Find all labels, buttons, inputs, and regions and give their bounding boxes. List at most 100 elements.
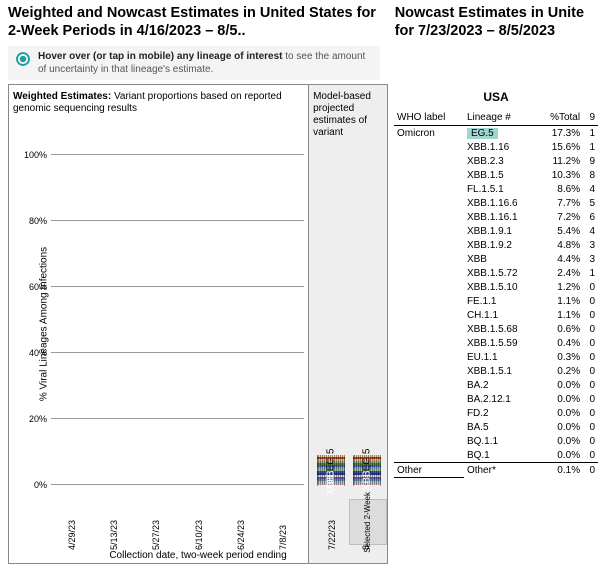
lineage-cell: XBB.1.5.10	[464, 280, 537, 294]
lineage-cell: EU.1.1	[464, 350, 537, 364]
ci-cell: 0	[583, 406, 598, 420]
ci-cell: 9	[583, 154, 598, 168]
stacked-bar[interactable]: XBB.1.5 EG.5	[353, 455, 381, 485]
pct-cell: 1.2%	[537, 280, 583, 294]
y-tick: 0%	[34, 480, 47, 490]
pct-cell: 0.4%	[537, 336, 583, 350]
x-tick-label: 7/22/23	[327, 530, 337, 550]
ci-cell: 3	[583, 252, 598, 266]
bar-segment-label: EG.5	[362, 449, 373, 472]
lineage-cell: XBB.1.16	[464, 140, 537, 154]
ci-cell: 4	[583, 224, 598, 238]
ci-cell: 1	[583, 126, 598, 141]
ci-cell: 0	[583, 350, 598, 364]
pct-cell: 0.0%	[537, 378, 583, 392]
lineage-cell: XBB.1.9.1	[464, 224, 537, 238]
nowcast-panel: Model-based projected estimates of varia…	[308, 85, 387, 563]
bar-segment[interactable]: XBB.1.5	[317, 471, 345, 473]
pct-cell: 7.7%	[537, 196, 583, 210]
variant-chart[interactable]: Weighted Estimates: Variant proportions …	[8, 84, 388, 564]
hover-tip: Hover over (or tap in mobile) any lineag…	[8, 46, 380, 80]
pct-cell: 4.8%	[537, 238, 583, 252]
ci-cell: 0	[583, 294, 598, 308]
bar-segment[interactable]: EG.5	[317, 459, 345, 461]
chart-title-right: Nowcast Estimates in Unite for 7/23/2023…	[395, 4, 594, 40]
pct-cell: 0.1%	[537, 463, 583, 478]
lineage-cell: EG.5	[464, 126, 537, 141]
ci-cell: 4	[583, 182, 598, 196]
x-tick-label: 4/29/23	[67, 530, 77, 550]
lineage-cell: BQ.1.1	[464, 434, 537, 448]
ci-cell: 0	[583, 420, 598, 434]
pct-cell: 8.6%	[537, 182, 583, 196]
who-label-cell: Other	[394, 463, 464, 478]
pct-cell: 11.2%	[537, 154, 583, 168]
bar-segment[interactable]: EG.5	[353, 459, 381, 461]
pct-cell: 0.0%	[537, 406, 583, 420]
lineage-cell: XBB.1.5.72	[464, 266, 537, 280]
ci-cell: 1	[583, 140, 598, 154]
target-icon	[14, 50, 32, 72]
pct-cell: 0.0%	[537, 420, 583, 434]
ci-cell: 0	[583, 392, 598, 406]
lineage-cell: XBB.1.16.6	[464, 196, 537, 210]
pct-cell: 17.3%	[537, 126, 583, 141]
x-tick-label: 5/13/23	[109, 530, 119, 550]
weighted-plot[interactable]: XBB.1.5XBB.1.5XBB.1.5XBB.1.5XBB.1.5XBB.1…	[51, 155, 304, 485]
y-axis-label: % Viral Lineages Among Infections	[39, 247, 50, 401]
y-tick: 80%	[29, 216, 47, 226]
ci-cell: 0	[583, 434, 598, 448]
pct-cell: 15.6%	[537, 140, 583, 154]
bar-segment[interactable]	[317, 455, 345, 457]
ci-cell: 0	[583, 378, 598, 392]
table-header: %Total	[537, 110, 583, 126]
table-header: Lineage #	[464, 110, 537, 126]
lineage-cell: XBB.2.3	[464, 154, 537, 168]
x-axis-label: Collection date, two-week period ending	[9, 550, 387, 561]
weighted-panel-title: Weighted Estimates: Variant proportions …	[13, 91, 304, 115]
lineage-cell: XBB.1.16.1	[464, 210, 537, 224]
x-tick-label: 6/24/23	[236, 530, 246, 550]
lineage-cell: CH.1.1	[464, 308, 537, 322]
bar-segment-label: XBB.1.5	[236, 467, 247, 504]
bar-segment[interactable]	[353, 457, 381, 459]
stacked-bar[interactable]: XBB.1.16XBB.1.5EG.5	[317, 455, 345, 485]
table-header: 9	[583, 110, 598, 126]
bar-segment-label: XBB.1.5	[108, 467, 119, 504]
ci-cell: 0	[583, 322, 598, 336]
selected-2week-button[interactable]: Selected 2-Week	[349, 499, 387, 545]
bar-segment-label: XBB.1.5	[151, 467, 162, 504]
pct-cell: 0.2%	[537, 364, 583, 378]
pct-cell: 5.4%	[537, 224, 583, 238]
nowcast-plot[interactable]: XBB.1.16XBB.1.5EG.5XBB.1.5EG.5	[315, 155, 383, 485]
ci-cell: 0	[583, 364, 598, 378]
pct-cell: 10.3%	[537, 168, 583, 182]
pct-cell: 0.0%	[537, 448, 583, 463]
lineage-cell: FD.2	[464, 406, 537, 420]
bar-segment-label: EG.5	[326, 449, 337, 472]
bar-segment[interactable]	[353, 455, 381, 457]
ci-cell: 0	[583, 463, 598, 478]
ci-cell: 0	[583, 448, 598, 463]
lineage-cell: BA.2.12.1	[464, 392, 537, 406]
pct-cell: 0.0%	[537, 392, 583, 406]
lineage-cell: FL.1.5.1	[464, 182, 537, 196]
ci-cell: 8	[583, 168, 598, 182]
lineage-cell: XBB.1.5.68	[464, 322, 537, 336]
bar-segment-label: XBB.1.5	[279, 467, 290, 504]
table-header: WHO label	[394, 110, 464, 126]
table-row[interactable]: OmicronEG.517.3%1	[394, 126, 598, 141]
bar-segment[interactable]: XBB.1.5	[353, 471, 381, 473]
lineage-cell: Other*	[464, 463, 537, 478]
x-tick-label: 7/8/23	[278, 530, 288, 550]
weighted-panel: Weighted Estimates: Variant proportions …	[9, 85, 308, 563]
lineage-cell: BQ.1	[464, 448, 537, 463]
lineage-cell: FE.1.1	[464, 294, 537, 308]
pct-cell: 1.1%	[537, 308, 583, 322]
bar-segment[interactable]	[317, 457, 345, 459]
lineage-cell: BA.5	[464, 420, 537, 434]
lineage-table: USA WHO labelLineage #%Total9 OmicronEG.…	[394, 84, 598, 564]
y-tick: 100%	[24, 150, 47, 160]
chart-title-left: Weighted and Nowcast Estimates in United…	[8, 4, 387, 40]
table-row[interactable]: OtherOther*0.1%0	[394, 463, 598, 478]
